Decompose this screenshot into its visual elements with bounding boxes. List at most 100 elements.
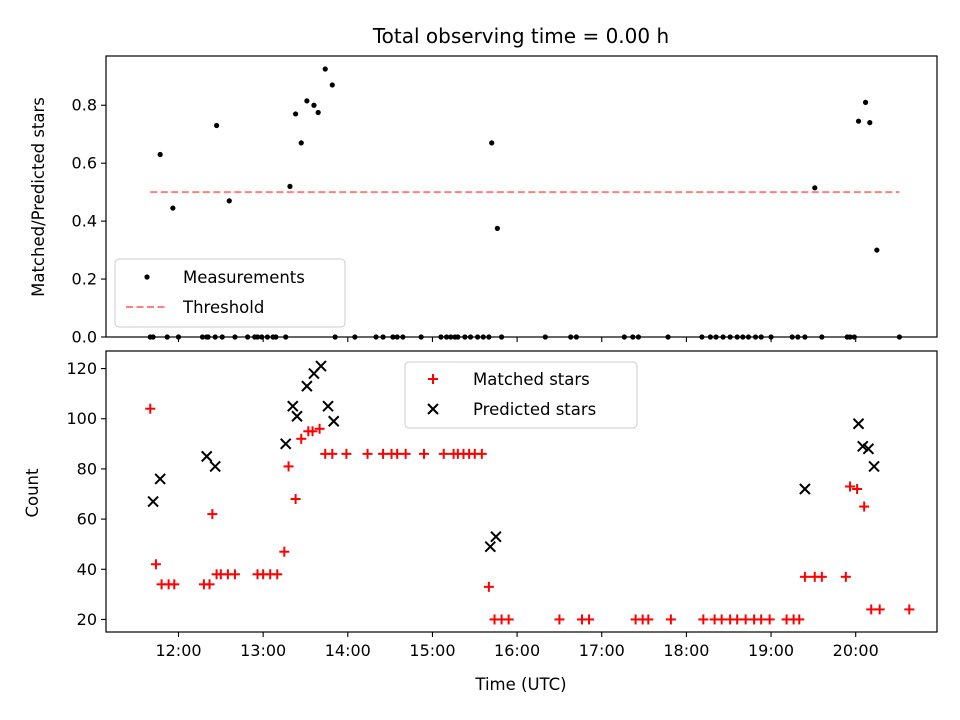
predicted-star-point: [154, 473, 166, 485]
predicted-star-point: [301, 380, 313, 392]
matched-star-point: [554, 614, 565, 625]
predicted-star-point: [201, 450, 213, 463]
bottom-y-tick-label: 100: [66, 409, 97, 428]
predicted-star-point: [490, 530, 502, 543]
matched-star-point: [794, 614, 805, 625]
legend-threshold-label: Threshold: [182, 298, 264, 317]
matched-star-point: [816, 571, 827, 582]
predicted-star-point: [862, 443, 875, 455]
top-y-tick-label: 0.0: [72, 328, 97, 347]
bottom-y-tick-label: 80: [77, 459, 97, 478]
bottom-x-tick-label: 12:00: [155, 641, 201, 660]
matched-star-point: [279, 546, 290, 557]
matched-star-point: [483, 581, 494, 592]
matched-star-point: [418, 448, 429, 459]
bottom-panel: Count Time (UTC) 20 40 60 80 100 120 12:00 13:…: [23, 350, 938, 694]
bottom-y-tick-label: 20: [77, 610, 97, 629]
matched-star-point: [732, 614, 743, 625]
matched-star-point: [378, 448, 389, 459]
measurement-point: [862, 99, 869, 105]
measurement-point: [311, 102, 317, 108]
matched-star-point: [204, 579, 215, 590]
legend-predicted-label: Predicted stars: [473, 400, 596, 419]
matched-star-point: [643, 614, 654, 625]
matched-star-point: [392, 448, 403, 459]
bottom-x-tick-label: 18:00: [663, 641, 709, 660]
matched-star-point: [272, 569, 283, 580]
measurement-point: [329, 82, 335, 88]
predicted-star-point: [280, 438, 292, 450]
bottom-y-ticks: 20 40 60 80 100 120: [66, 359, 106, 629]
measurement-point: [874, 247, 880, 253]
top-y-tick-label: 0.2: [72, 270, 97, 289]
bottom-x-tick-label: 15:00: [409, 641, 455, 660]
predicted-star-point: [852, 418, 865, 430]
top-legend: Measurements Threshold: [114, 258, 346, 328]
matched-star-point: [283, 461, 294, 472]
top-panel: Total observing time = 0.00 h Matched/Pr…: [29, 24, 938, 347]
measurement-point: [855, 118, 862, 124]
matched-star-point: [169, 579, 180, 590]
top-chart-title: Total observing time = 0.00 h: [372, 24, 669, 48]
matched-star-point: [859, 501, 870, 512]
top-y-tick-label: 0.8: [72, 96, 97, 115]
measurement-point: [867, 120, 873, 126]
matched-star-point: [799, 571, 810, 582]
legend-matched-label: Matched stars: [473, 370, 590, 389]
measurement-point: [226, 198, 232, 204]
measurement-point: [494, 225, 500, 231]
predicted-star-point: [327, 415, 340, 427]
bottom-x-tick-label: 13:00: [240, 641, 286, 660]
matched-star-point: [296, 433, 307, 444]
matched-star-point: [145, 403, 156, 414]
measurement-point: [304, 98, 310, 104]
bottom-y-tick-label: 60: [77, 510, 97, 529]
matched-star-point: [341, 448, 352, 459]
measurement-point: [315, 109, 321, 116]
predicted-star-point: [799, 483, 811, 495]
bottom-legend: Matched stars Predicted stars: [404, 361, 638, 429]
legend-measurements-marker: [144, 274, 150, 280]
measurement-point: [213, 122, 220, 129]
top-y-axis-label: Matched/Predicted stars: [29, 97, 48, 297]
matched-star-point: [207, 509, 218, 520]
matched-star-point: [665, 614, 676, 625]
matched-star-point: [874, 604, 885, 615]
measurement-point: [157, 151, 163, 158]
top-y-tick-label: 0.4: [72, 212, 97, 231]
matched-star-point: [438, 448, 449, 459]
top-y-tick-label: 0.6: [72, 154, 97, 173]
bottom-x-tick-label: 19:00: [748, 641, 794, 660]
bottom-x-tick-label: 14:00: [325, 641, 371, 660]
measurement-point: [292, 111, 299, 117]
matched-star-point: [840, 571, 851, 582]
bottom-y-tick-label: 120: [66, 359, 97, 378]
predicted-star-point: [484, 540, 497, 553]
bottom-legend-box: [404, 361, 638, 429]
top-plot-frame: [105, 55, 938, 338]
matched-star-point: [764, 614, 775, 625]
predicted-star-point: [291, 410, 303, 422]
matched-star-point: [904, 604, 915, 615]
predicted-star-point: [857, 440, 869, 453]
matched-star-point: [698, 614, 709, 625]
matched-star-point: [852, 483, 863, 494]
matched-star-point: [476, 448, 487, 459]
measurement-point: [812, 185, 818, 191]
matched-star-point: [307, 426, 318, 437]
predicted-star-point: [315, 360, 327, 372]
measurement-point: [287, 183, 293, 189]
matched-star-point: [866, 604, 877, 615]
matched-star-point: [229, 569, 240, 580]
predicted-star-point: [287, 400, 299, 412]
legend-matched-marker: [428, 374, 438, 384]
bottom-y-axis-label: Count: [23, 468, 42, 518]
matched-star-point: [314, 423, 325, 434]
matched-star-point: [845, 481, 856, 492]
matched-stars-layer: [145, 403, 915, 625]
predicted-star-point: [147, 495, 159, 508]
top-y-ticks: 0.0 0.2 0.4 0.6 0.8: [72, 96, 106, 347]
matched-star-point: [756, 614, 767, 625]
measurement-point: [322, 66, 328, 72]
